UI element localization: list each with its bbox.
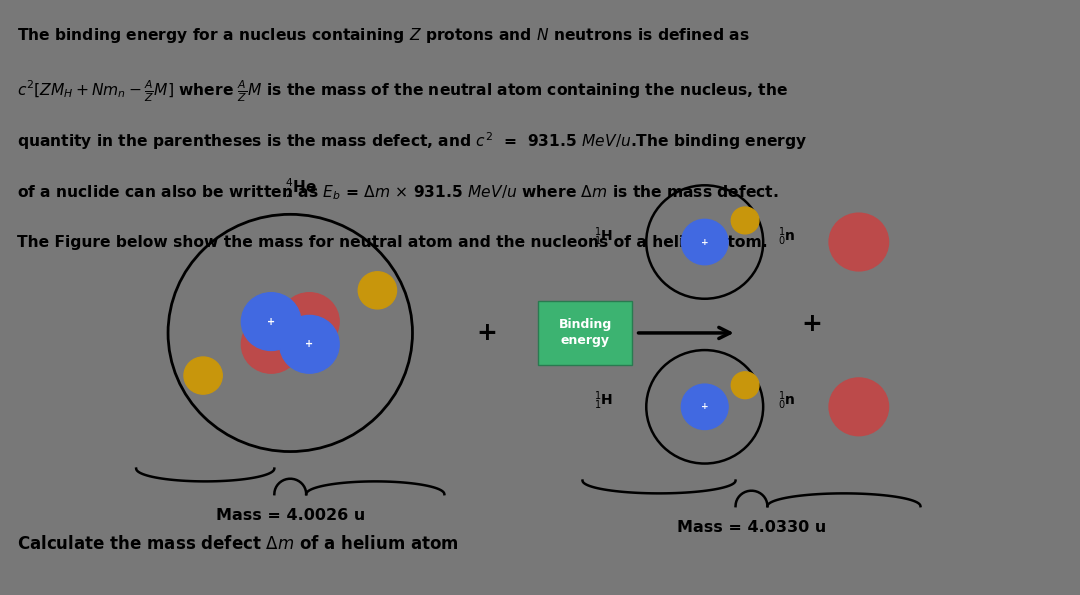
- Ellipse shape: [829, 378, 889, 436]
- Text: +: +: [476, 321, 497, 345]
- Ellipse shape: [241, 315, 301, 373]
- FancyBboxPatch shape: [538, 300, 633, 365]
- Text: +: +: [306, 339, 313, 349]
- Ellipse shape: [280, 293, 339, 350]
- Text: Calculate the mass defect $\Delta m$ of a helium atom: Calculate the mass defect $\Delta m$ of …: [17, 535, 459, 553]
- Text: The Figure below show the mass for neutral atom and the nucleons of a helium ato: The Figure below show the mass for neutr…: [17, 235, 768, 250]
- Text: quantity in the parentheses is the mass defect, and $c^2$  =  931.5 $MeV/u$.The : quantity in the parentheses is the mass …: [17, 131, 808, 152]
- Text: $c^2[ZM_H + Nm_n - \frac{A}{Z}M]$ where $\frac{A}{Z}M$ is the mass of the neutra: $c^2[ZM_H + Nm_n - \frac{A}{Z}M]$ where …: [17, 79, 788, 104]
- Text: The binding energy for a nucleus containing $Z$ protons and $N$ neutrons is defi: The binding energy for a nucleus contain…: [17, 26, 750, 45]
- Text: of a nuclide can also be written as $E_b$ = $\Delta m$ $\times$ 931.5 $MeV/u$ wh: of a nuclide can also be written as $E_b…: [17, 183, 779, 202]
- Text: +: +: [701, 237, 708, 246]
- Text: $^{1}_{1}$H: $^{1}_{1}$H: [594, 390, 613, 412]
- Ellipse shape: [241, 293, 301, 350]
- Text: $^{4}_{2}$He: $^{4}_{2}$He: [285, 177, 316, 200]
- Ellipse shape: [681, 220, 728, 265]
- Ellipse shape: [731, 372, 759, 399]
- Text: +: +: [801, 312, 823, 336]
- Text: Mass = 4.0330 u: Mass = 4.0330 u: [677, 521, 826, 536]
- Text: Mass = 4.0026 u: Mass = 4.0026 u: [216, 508, 365, 524]
- Ellipse shape: [184, 357, 222, 394]
- Ellipse shape: [359, 272, 396, 309]
- Text: $^{1}_{1}$H: $^{1}_{1}$H: [594, 225, 613, 248]
- Ellipse shape: [280, 315, 339, 373]
- Text: +: +: [701, 402, 708, 411]
- Ellipse shape: [731, 207, 759, 234]
- Text: Binding
energy: Binding energy: [558, 318, 611, 347]
- Text: $^{1}_{0}$n: $^{1}_{0}$n: [778, 225, 795, 248]
- Ellipse shape: [681, 384, 728, 430]
- Text: $^{1}_{0}$n: $^{1}_{0}$n: [778, 390, 795, 412]
- Text: +: +: [267, 317, 275, 327]
- Ellipse shape: [829, 213, 889, 271]
